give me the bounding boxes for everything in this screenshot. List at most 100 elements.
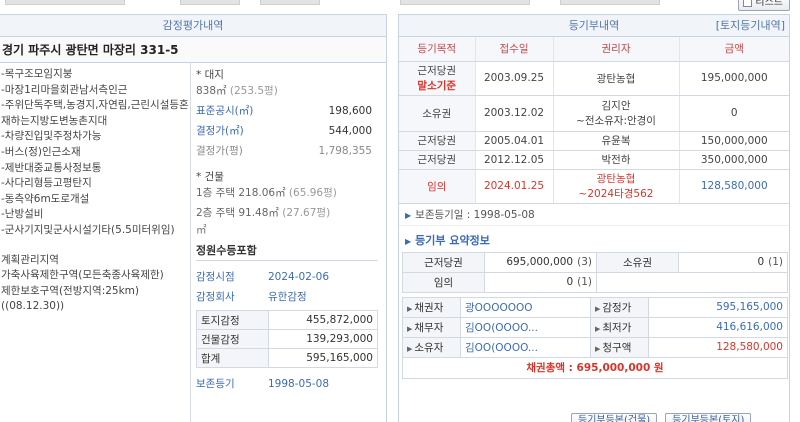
registry-date: 2003.09.25 [475, 61, 554, 96]
appraisal-company-label: 감정회사 [196, 291, 235, 303]
party-name: 김OO(OOOO... [460, 336, 591, 358]
registry-purpose: 임의 [399, 169, 476, 204]
note-line: -사다리형등고평탄지 [1, 177, 92, 190]
table-header-row: 등기목적 접수일 권리자 금액 [399, 37, 789, 62]
party-label-text: 소유자 [414, 341, 444, 354]
note-line: -주위단독주택,농경지,자연림,근린시설등혼재하는지방도변농촌지대 [1, 99, 189, 127]
summary-count: (1) [577, 276, 592, 288]
note-line: -동측약6m도로개설 [1, 192, 90, 205]
table-row: 합계 595,165,000 [196, 348, 378, 368]
registry-amount: 0 [679, 95, 789, 132]
registry-holder: 유윤복 [553, 131, 680, 151]
appraisal-subtitle: 정원수등포함 [196, 237, 378, 261]
appraisal-item-label: 합계 [196, 348, 269, 368]
top-segment [400, 0, 530, 5]
land-price-row: 결정가(㎡) 544,000 [196, 121, 386, 141]
registry-purpose: 근저당권 말소기준 [399, 61, 476, 96]
land-price-label: 결정가(㎡) [196, 125, 244, 137]
registry-date: 2005.04.01 [475, 131, 554, 151]
button-group: 등기부등본(건물) 등기부등본(토지) [571, 413, 752, 422]
triangle-right-icon: ▶ [595, 304, 601, 313]
summary-count: (1) [768, 256, 783, 268]
price-label-text: 감정가 [602, 301, 632, 314]
note-line: -군사기지및군사시설기타(5.5미터위임) [1, 223, 175, 236]
registry-purpose: 근저당권 [399, 150, 476, 170]
top-strip: 리스트 [0, 0, 800, 14]
column-header: 권리자 [553, 37, 680, 62]
holder-name: 광탄농협 [596, 173, 636, 185]
party-label: ▶ 채무자 [402, 316, 461, 338]
registry-amount: 128,580,000 [679, 169, 789, 204]
triangle-right-icon: ▶ [405, 210, 412, 220]
note-line: -마장1리마을회관남서측인근 [1, 83, 128, 96]
land-registry-button[interactable]: 등기부등본(토지) [665, 413, 752, 422]
appraisal-panel-title: 감정평가내역 [0, 15, 386, 37]
registry-purpose: 근저당권 [399, 131, 476, 151]
land-price-value: 198,600 [328, 105, 372, 117]
table-row: 채권총액 : 695,000,000 원 [402, 356, 788, 379]
preserve-value: 1998-05-08 [268, 378, 330, 390]
party-label-text: 채무자 [414, 321, 444, 334]
land-price-label: 결정가(평) [196, 145, 243, 157]
preserve-note-text: 보존등기일 : 1998-05-08 [415, 208, 535, 221]
building-floor-text: 1층 주택 218.06㎡ [196, 187, 286, 199]
summary-value: 0 (1) [678, 251, 788, 273]
appraisal-date-label: 감정시점 [196, 271, 235, 283]
price-label-text: 최저가 [602, 321, 632, 334]
top-segment [260, 0, 320, 5]
table-row: 소유권 2003.12.02 김지안 ~전소유자:안경이 0 [399, 95, 789, 132]
price-label: ▶ 최저가 [590, 316, 649, 338]
cancel-basis-badge: 말소기준 [417, 80, 457, 92]
summary-amount: 695,000,000 [506, 256, 574, 268]
land-registry-link[interactable]: [토지등기내역] [715, 19, 785, 32]
zoning-line: 가축사육제한구역(모든축종사육제한) [1, 269, 164, 282]
registry-panel-title: 등기부내역 [568, 19, 620, 32]
appraisal-item-value: 139,293,000 [268, 329, 378, 349]
appraisal-item-value: 595,165,000 [268, 348, 378, 368]
top-segment [5, 0, 125, 5]
summary-count: (3) [577, 256, 592, 268]
land-price-row: 결정가(평) 1,798,355 [196, 141, 386, 161]
land-price-value: 1,798,355 [318, 145, 372, 157]
building-label: * 건물 [196, 171, 224, 183]
holder-name: 김지안 [601, 100, 631, 112]
list-button[interactable]: 리스트 [738, 0, 790, 11]
land-price-label: 표준공시(㎡) [196, 105, 254, 117]
registry-table: 등기목적 접수일 권리자 금액 근저당권 말소기준 2003.09.25 광탄농… [399, 37, 789, 204]
note-line: -버스(정)인근소재 [1, 145, 81, 158]
note-line: -난방설비 [1, 208, 44, 221]
appraisal-panel: 감정평가내역 경기 파주시 광탄면 마장리 331-5 -목구조모임지붕 -마장… [0, 14, 387, 422]
table-row: 근저당권 695,000,000 (3) 소유권 0 (1) [402, 251, 788, 273]
summary-table: 근저당권 695,000,000 (3) 소유권 0 (1) 임의 0 (1) [402, 251, 788, 293]
summary-label: 근저당권 [402, 251, 485, 273]
appraisal-item-label: 건물감정 [196, 329, 269, 349]
table-row: 건물감정 139,293,000 [196, 329, 378, 349]
summary-value: 695,000,000 (3) [484, 251, 597, 273]
appraisal-company-row: 감정회사 유한감정 [196, 287, 386, 307]
triangle-right-icon: ▶ [407, 324, 413, 333]
building-registry-button[interactable]: 등기부등본(건물) [571, 413, 658, 422]
registry-date: 2012.12.05 [475, 150, 554, 170]
party-name: 광OOOOOOO [460, 296, 591, 318]
appraisal-company-value: 유한감정 [268, 291, 307, 303]
summary-value: 0 (1) [484, 271, 597, 293]
summary-amount: 0 [757, 256, 765, 268]
table-row: 근저당권 2012.12.05 박전하 350,000,000 [399, 150, 789, 170]
list-icon [743, 0, 753, 7]
table-row: 임의 2024.01.25 광탄농협 ~2024타경562 128,580,00… [399, 169, 789, 204]
triangle-right-icon: ▶ [405, 236, 412, 246]
summary-title: ▶ 등기부 요약정보 [399, 226, 789, 252]
note-line: -차량진입및주정차가능 [1, 130, 102, 143]
building-floor-pyeong: (65.96평) [288, 187, 337, 199]
preserve-row: 보존등기 1998-05-08 [196, 374, 386, 394]
summary-title-text: 등기부 요약정보 [415, 233, 490, 247]
registry-amount: 195,000,000 [679, 61, 789, 96]
column-header: 접수일 [475, 37, 554, 62]
registry-holder: 김지안 ~전소유자:안경이 [553, 95, 680, 132]
building-floor-text: 2층 주택 91.48㎡ [196, 207, 279, 219]
price-label: ▶ 감정가 [590, 296, 649, 318]
table-row: 근저당권 2005.04.01 유윤복 150,000,000 [399, 131, 789, 151]
total-claims: 채권총액 : 695,000,000 원 [402, 356, 788, 379]
registry-holder: 광탄농협 ~2024타경562 [553, 169, 680, 204]
top-segment [180, 0, 240, 5]
